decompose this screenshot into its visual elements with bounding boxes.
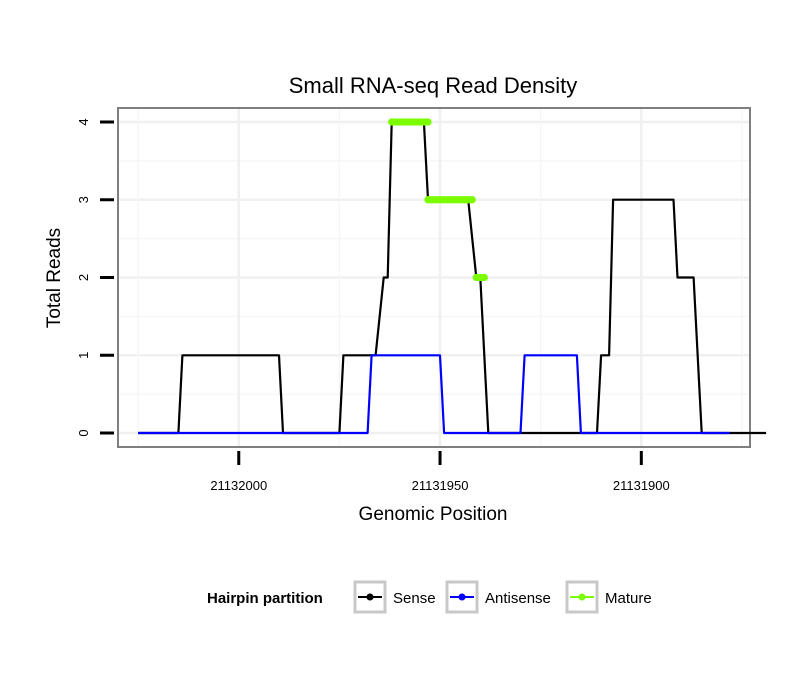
legend-label-sense: Sense — [393, 590, 436, 607]
legend-key-point — [366, 593, 374, 601]
y-tick-label: 3 — [76, 196, 91, 203]
legend-label-antisense: Antisense — [485, 590, 551, 607]
series-mature-point — [480, 273, 488, 282]
series-antisense-line — [138, 354, 730, 435]
y-tick-label: 0 — [76, 429, 91, 436]
legend: Hairpin partition Sense Antisense Mature — [207, 580, 652, 614]
legend-title: Hairpin partition — [207, 590, 323, 607]
x-tick-label: 21131950 — [412, 478, 469, 493]
x-axis-title: Genomic Position — [359, 504, 508, 525]
x-axis: 21132000 21131950 21131900 — [210, 451, 670, 493]
legend-key-point — [458, 593, 466, 601]
y-axis: 0 1 2 3 4 — [76, 118, 114, 437]
y-tick-label: 2 — [76, 274, 91, 281]
chart-title: Small RNA-seq Read Density — [289, 73, 578, 98]
y-axis-title: Total Reads — [44, 228, 65, 328]
series-layer — [138, 118, 767, 435]
series-mature-point — [468, 196, 476, 204]
x-tick-label: 21132000 — [210, 478, 267, 493]
legend-label-mature: Mature — [605, 590, 652, 607]
series-mature-point — [424, 118, 432, 126]
y-tick-label: 1 — [76, 352, 91, 359]
y-tick-label: 4 — [76, 118, 91, 125]
legend-key-point — [578, 593, 586, 601]
x-tick-label: 21131900 — [613, 478, 670, 493]
